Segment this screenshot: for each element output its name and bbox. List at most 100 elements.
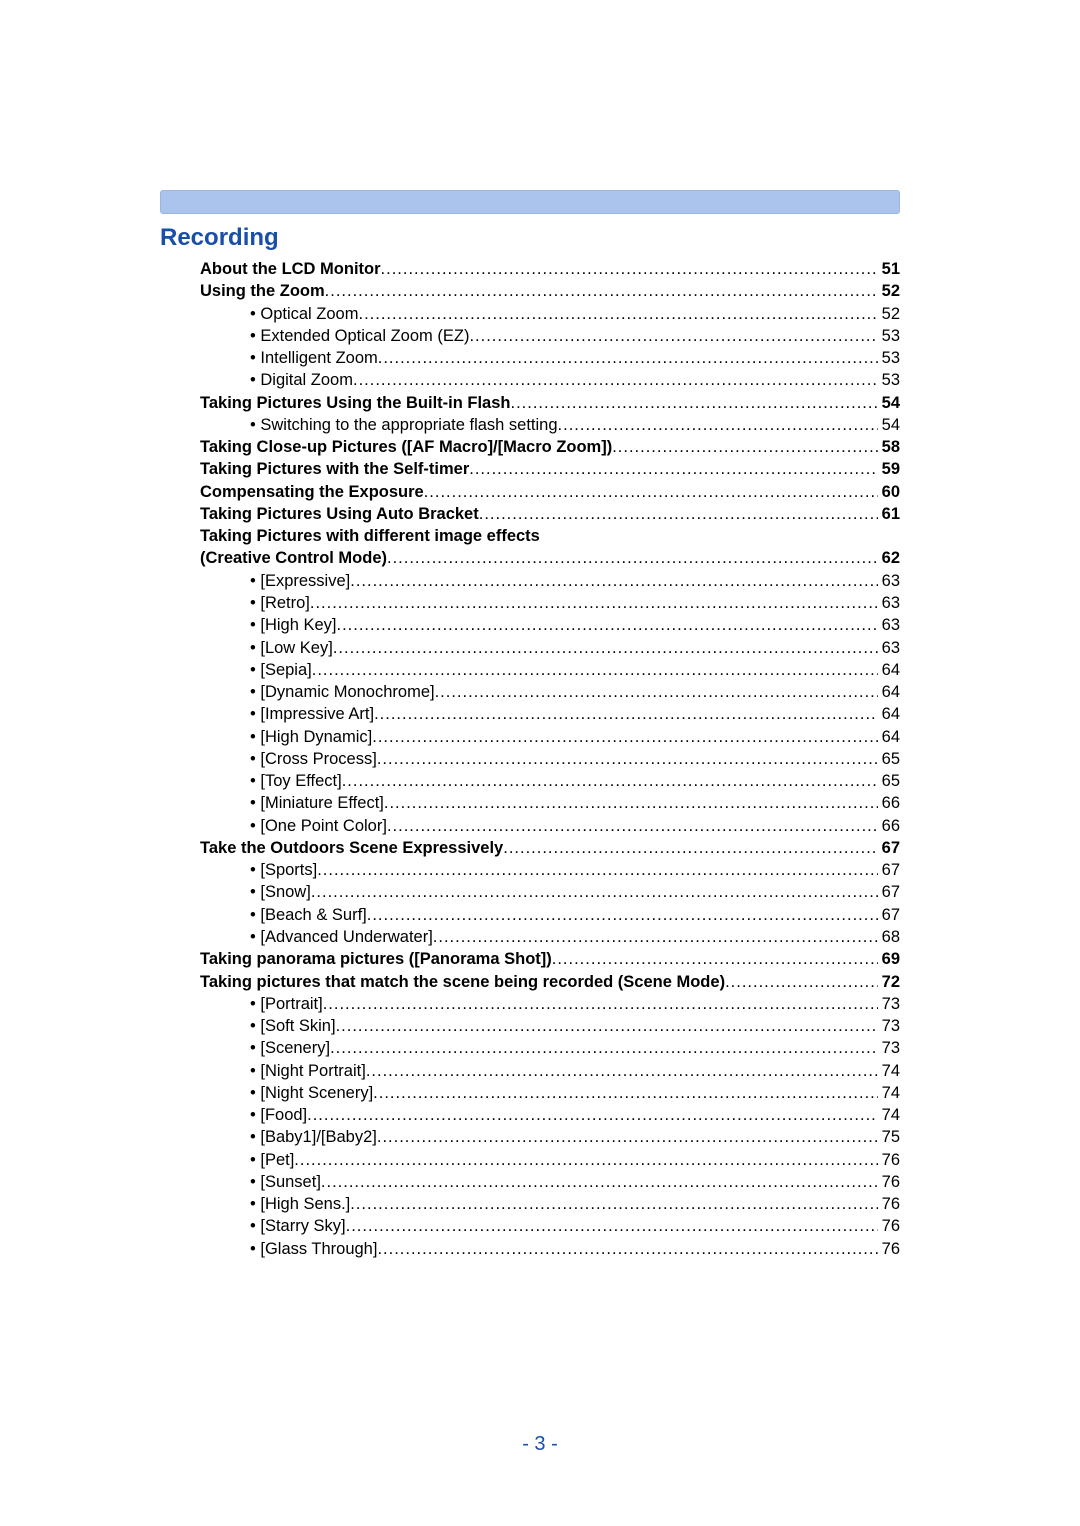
toc-row[interactable]: • [Food] 74 <box>160 1104 900 1126</box>
toc-row[interactable]: • [Sepia] 64 <box>160 659 900 681</box>
toc-page: 63 <box>878 614 900 636</box>
toc-row[interactable]: • [Scenery] 73 <box>160 1037 900 1059</box>
toc-leader-dots <box>377 748 878 770</box>
toc-page: 60 <box>878 481 900 503</box>
section-title: Recording <box>160 224 900 252</box>
toc-label: Using the Zoom <box>200 280 325 302</box>
toc-row[interactable]: • [Baby1]/[Baby2] 75 <box>160 1126 900 1148</box>
toc-label: • [Miniature Effect] <box>250 792 384 814</box>
toc-page: 53 <box>878 369 900 391</box>
toc-page: 66 <box>878 815 900 837</box>
toc-row[interactable]: (Creative Control Mode) 62 <box>160 547 900 569</box>
toc-row[interactable]: • [Expressive] 63 <box>160 570 900 592</box>
toc-row[interactable]: Taking Pictures with different image eff… <box>160 525 900 547</box>
toc-row[interactable]: Taking pictures that match the scene bei… <box>160 971 900 993</box>
toc-row[interactable]: • [Portrait] 73 <box>160 993 900 1015</box>
toc-row[interactable]: • [Impressive Art] 64 <box>160 703 900 725</box>
page-number: - 3 - <box>0 1433 1080 1456</box>
toc-page: 73 <box>878 1015 900 1037</box>
toc-row[interactable]: • [One Point Color] 66 <box>160 815 900 837</box>
toc-row[interactable]: Taking Pictures Using the Built-in Flash… <box>160 392 900 414</box>
toc-label: Taking Pictures Using Auto Bracket <box>200 503 479 525</box>
toc-label: • Extended Optical Zoom (EZ) <box>250 325 469 347</box>
toc-row[interactable]: • [High Key] 63 <box>160 614 900 636</box>
toc-row[interactable]: • Intelligent Zoom 53 <box>160 347 900 369</box>
toc-leader-dots <box>435 681 878 703</box>
toc-row[interactable]: • [Soft Skin] 73 <box>160 1015 900 1037</box>
toc-row[interactable]: • [Night Portrait] 74 <box>160 1060 900 1082</box>
toc-row[interactable]: Taking Close-up Pictures ([AF Macro]/[Ma… <box>160 436 900 458</box>
toc-row[interactable]: • [Cross Process] 65 <box>160 748 900 770</box>
toc-leader-dots <box>725 971 878 993</box>
toc-row[interactable]: • [Beach & Surf] 67 <box>160 904 900 926</box>
toc-label: • [Cross Process] <box>250 748 377 770</box>
toc-row[interactable]: Taking Pictures with the Self-timer 59 <box>160 458 900 480</box>
toc-leader-dots <box>510 392 877 414</box>
toc-page: 51 <box>878 258 900 280</box>
table-of-contents: About the LCD Monitor 51Using the Zoom 5… <box>160 258 900 1260</box>
toc-leader-dots <box>346 1215 878 1237</box>
toc-page: 76 <box>878 1215 900 1237</box>
toc-row[interactable]: • [High Sens.] 76 <box>160 1193 900 1215</box>
toc-row[interactable]: Taking panorama pictures ([Panorama Shot… <box>160 948 900 970</box>
toc-label: Compensating the Exposure <box>200 481 424 503</box>
toc-row[interactable]: Using the Zoom 52 <box>160 280 900 302</box>
toc-row[interactable]: • [Toy Effect] 65 <box>160 770 900 792</box>
toc-row[interactable]: • Digital Zoom 53 <box>160 369 900 391</box>
toc-label: (Creative Control Mode) <box>200 547 387 569</box>
toc-page: 67 <box>878 904 900 926</box>
toc-page: 74 <box>878 1104 900 1126</box>
toc-leader-dots <box>307 1104 878 1126</box>
toc-row[interactable]: • [Glass Through] 76 <box>160 1238 900 1260</box>
toc-leader-dots <box>612 436 877 458</box>
toc-label: • [Impressive Art] <box>250 703 374 725</box>
toc-page: 64 <box>878 659 900 681</box>
toc-page: 67 <box>878 837 900 859</box>
toc-leader-dots <box>336 1015 878 1037</box>
toc-row[interactable]: • [High Dynamic] 64 <box>160 726 900 748</box>
toc-leader-dots <box>333 637 878 659</box>
toc-label: • [High Dynamic] <box>250 726 372 748</box>
toc-leader-dots <box>372 726 877 748</box>
toc-row[interactable]: • [Night Scenery] 74 <box>160 1082 900 1104</box>
toc-label: • [Dynamic Monochrome] <box>250 681 435 703</box>
toc-leader-dots <box>311 881 878 903</box>
toc-row[interactable]: • [Low Key] 63 <box>160 637 900 659</box>
toc-label: • [Soft Skin] <box>250 1015 336 1037</box>
toc-row[interactable]: About the LCD Monitor 51 <box>160 258 900 280</box>
toc-label: • [Advanced Underwater] <box>250 926 433 948</box>
toc-row[interactable]: • Switching to the appropriate flash set… <box>160 414 900 436</box>
toc-page: 54 <box>878 392 900 414</box>
toc-row[interactable]: • [Snow] 67 <box>160 881 900 903</box>
toc-page: 76 <box>878 1238 900 1260</box>
toc-leader-dots <box>336 614 877 636</box>
toc-page: 67 <box>878 859 900 881</box>
toc-leader-dots <box>384 792 878 814</box>
toc-row[interactable]: • [Starry Sky] 76 <box>160 1215 900 1237</box>
toc-page: 58 <box>878 436 900 458</box>
toc-label: • [Portrait] <box>250 993 323 1015</box>
toc-label: • [Sunset] <box>250 1171 321 1193</box>
toc-leader-dots <box>424 481 878 503</box>
toc-page: 74 <box>878 1060 900 1082</box>
toc-row[interactable]: • [Advanced Underwater] 68 <box>160 926 900 948</box>
toc-leader-dots <box>377 1126 878 1148</box>
toc-label: • [Food] <box>250 1104 307 1126</box>
toc-row[interactable]: Compensating the Exposure 60 <box>160 481 900 503</box>
toc-row[interactable]: • [Miniature Effect] 66 <box>160 792 900 814</box>
toc-row[interactable]: Taking Pictures Using Auto Bracket 61 <box>160 503 900 525</box>
toc-row[interactable]: • [Dynamic Monochrome] 64 <box>160 681 900 703</box>
toc-row[interactable]: • [Sports] 67 <box>160 859 900 881</box>
toc-row[interactable]: Take the Outdoors Scene Expressively 67 <box>160 837 900 859</box>
toc-page: 69 <box>878 948 900 970</box>
toc-row[interactable]: • [Sunset] 76 <box>160 1171 900 1193</box>
toc-leader-dots <box>377 1238 877 1260</box>
toc-label: • [Low Key] <box>250 637 333 659</box>
toc-page: 52 <box>878 303 900 325</box>
toc-label: Taking Close-up Pictures ([AF Macro]/[Ma… <box>200 436 612 458</box>
toc-row[interactable]: • Extended Optical Zoom (EZ) 53 <box>160 325 900 347</box>
toc-row[interactable]: • [Pet] 76 <box>160 1149 900 1171</box>
toc-row[interactable]: • Optical Zoom 52 <box>160 303 900 325</box>
toc-leader-dots <box>310 592 878 614</box>
toc-row[interactable]: • [Retro] 63 <box>160 592 900 614</box>
